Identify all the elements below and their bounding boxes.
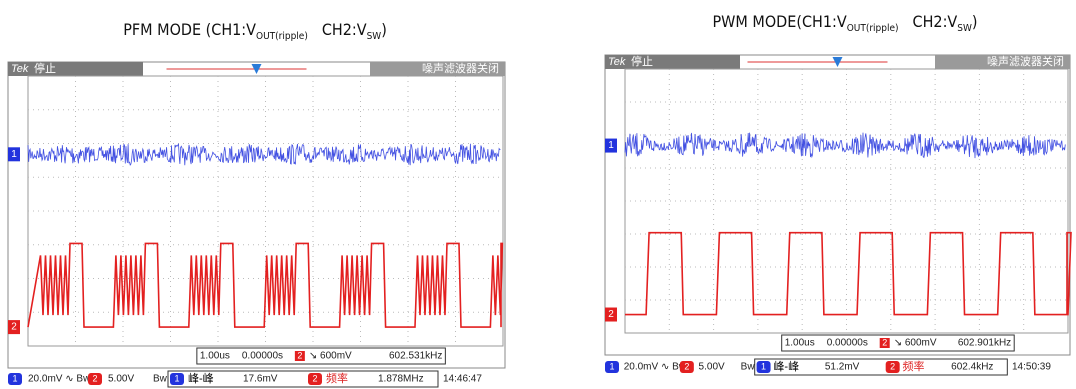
timebase: 1.00us	[200, 351, 230, 362]
state: 停止	[34, 61, 56, 75]
position: 0.00000s	[827, 338, 868, 349]
trigger-channel: 2	[882, 337, 887, 347]
meas2-name: 频率	[903, 359, 925, 373]
channel-badge-label: 2	[92, 373, 97, 383]
channel-badge-label: 1	[12, 373, 17, 383]
position: 0.00000s	[242, 351, 283, 362]
filter: 噪声滤波器关闭	[987, 54, 1064, 68]
title-part: OUT(ripple)	[256, 31, 308, 42]
page: body { margin: 0; background: #fff; font…	[0, 0, 1076, 389]
screen-frame	[605, 55, 1070, 355]
brand: Tek	[11, 63, 29, 75]
meas2-name: 频率	[326, 371, 348, 385]
title-part: OUT(ripple)	[847, 23, 899, 34]
ch1-scale: 20.0mV ∿ Bw	[28, 374, 91, 385]
filter: 噪声滤波器关闭	[422, 61, 499, 75]
meas1-name: 峰-峰	[773, 360, 799, 373]
ch2-bw: Bw	[153, 374, 168, 385]
trigger-freq: 602.901kHz	[958, 338, 1011, 349]
channel-badge-label: 2	[890, 361, 895, 371]
trigger: ↘ 600mV	[894, 338, 937, 349]
title-part: SW	[957, 23, 972, 34]
brand: Tek	[608, 56, 626, 68]
ch2-bw: Bw	[741, 362, 756, 373]
title-part: PWM MODE(CH1:V	[713, 12, 847, 31]
channel-badge-label: 1	[609, 361, 614, 371]
meas1-name: 峰-峰	[188, 372, 214, 385]
ch1-scale: 20.0mV ∿ Bw	[624, 362, 687, 373]
channel-badge-label: 1	[174, 373, 179, 383]
title-part: PFM MODE (CH1:V	[123, 20, 256, 39]
ch2-marker: 2	[608, 309, 614, 320]
channel-badge-label: 2	[684, 361, 689, 371]
ch2-scale: 5.00V	[108, 374, 134, 385]
state: 停止	[631, 54, 653, 68]
title-part: CH2:V	[322, 20, 367, 39]
ch1-marker: 1	[11, 149, 17, 160]
figure: PFM MODE (CH1:VOUT(ripple)CH2:VSW)Tek停止噪…	[0, 0, 1076, 389]
title-part: )	[381, 20, 387, 39]
time: 14:46:47	[443, 374, 482, 385]
ch2-marker: 2	[11, 322, 17, 333]
trigger-channel: 2	[297, 350, 302, 360]
ch1-marker: 1	[608, 140, 614, 151]
meas2-value: 602.4kHz	[951, 362, 993, 373]
panel-title: PFM MODE (CH1:VOUT(ripple) CH2:VSW)	[123, 20, 387, 42]
trigger: ↘ 600mV	[309, 351, 352, 362]
meas1-value: 51.2mV	[825, 362, 860, 373]
channel-badge-label: 1	[761, 361, 766, 371]
timebase: 1.00us	[785, 338, 815, 349]
panel-title: PWM MODE(CH1:VOUT(ripple) CH2:VSW)	[713, 12, 978, 34]
screen-frame	[8, 62, 505, 368]
meas1-value: 17.6mV	[243, 374, 278, 385]
title-part: SW	[367, 31, 382, 42]
trigger-freq: 602.531kHz	[389, 351, 442, 362]
ch2-scale: 5.00V	[699, 362, 725, 373]
meas2-value: 1.878MHz	[378, 374, 424, 385]
time: 14:50:39	[1012, 362, 1051, 373]
body: {"panels": [ {"title": {"main": "PFM MOD…	[0, 0, 1076, 389]
title-part: )	[972, 12, 978, 31]
title-part: CH2:V	[913, 12, 958, 31]
channel-badge-label: 2	[312, 373, 317, 383]
